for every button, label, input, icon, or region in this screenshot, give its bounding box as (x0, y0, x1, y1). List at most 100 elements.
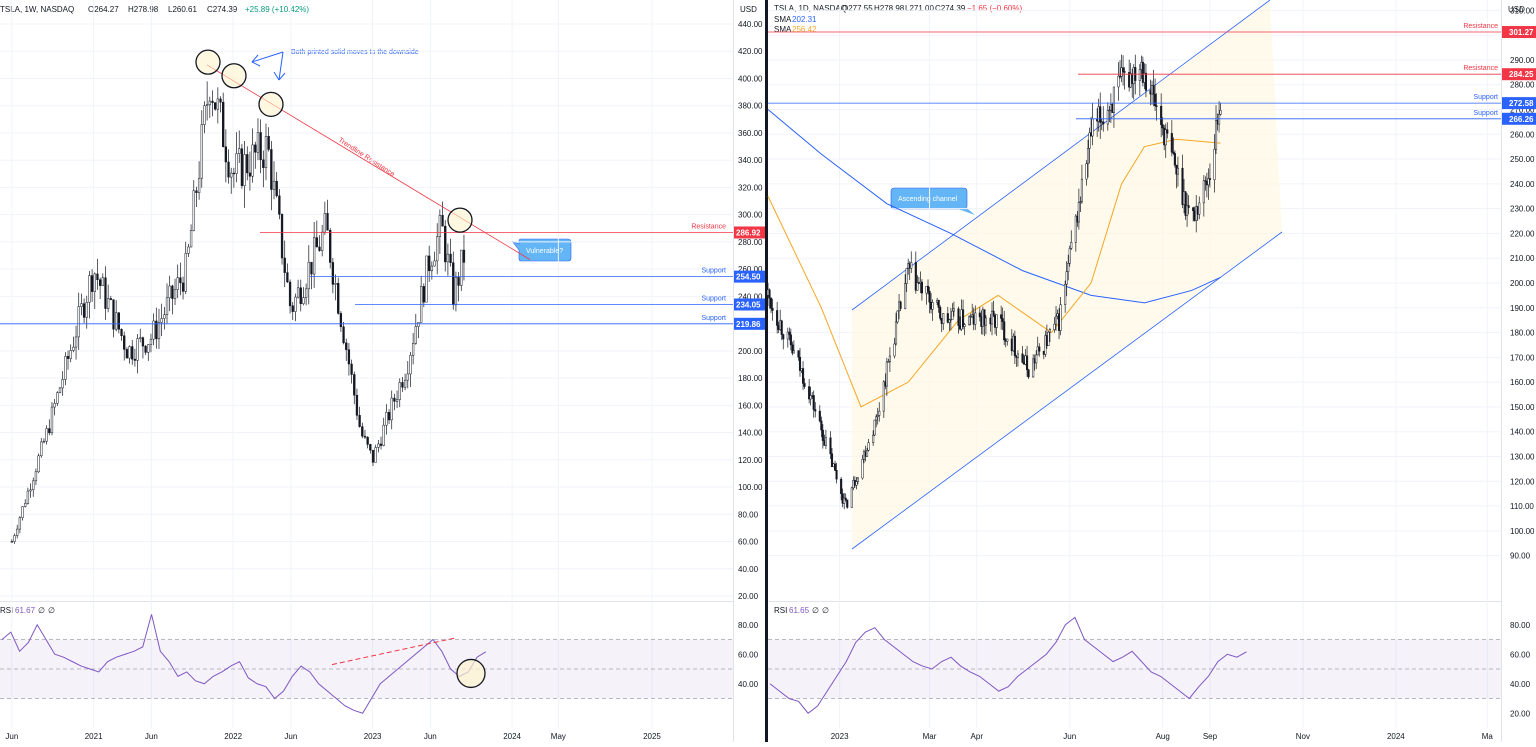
daily-candle (878, 410, 881, 416)
daily-candle (963, 324, 966, 327)
right-level-value: 272.58 (1509, 99, 1534, 108)
right-open: O277.55 (842, 4, 873, 13)
vulnerable-callout[interactable]: Vulnerable? (511, 238, 572, 262)
daily-candle (855, 481, 858, 486)
right-price-tick: 180.00 (1510, 329, 1535, 338)
weekly-candle (101, 277, 104, 286)
daily-candle (797, 350, 800, 358)
right-level-label: Support (1473, 110, 1498, 117)
weekly-candle (34, 471, 38, 482)
daily-candle (885, 361, 888, 387)
right-rsi-value: 61.65 (789, 606, 810, 615)
weekly-candle (457, 277, 460, 286)
daily-candle (1054, 315, 1058, 325)
daily-candle (809, 395, 812, 400)
weekly-candle (291, 305, 294, 312)
daily-candle (769, 297, 773, 309)
weekly-candle (422, 286, 425, 303)
weekly-candle (74, 336, 78, 348)
weekly-candle (90, 275, 94, 292)
daily-candle (1026, 355, 1029, 371)
right-price-tick: 310.00 (1510, 6, 1535, 15)
weekly-candle (390, 397, 393, 421)
left-price-tick: 380.00 (738, 102, 763, 111)
weekly-candle (58, 387, 62, 393)
daily-candle (1138, 69, 1141, 81)
weekly-candle (251, 144, 254, 177)
right-price-tick: 260.00 (1510, 130, 1535, 139)
daily-candle (1166, 129, 1169, 134)
weekly-candle (144, 345, 147, 353)
weekly-candle (163, 314, 166, 319)
left-level-badge (734, 270, 765, 283)
daily-candle (835, 470, 838, 480)
weekly-candle (379, 443, 383, 446)
daily-candle (818, 410, 821, 422)
daily-candle (1077, 202, 1080, 223)
right-currency: USD (1508, 5, 1525, 14)
right-plot: Resistance Resistance Support Support (766, 0, 1501, 550)
sma1-label: SMA (774, 15, 792, 24)
daily-candle (1074, 215, 1077, 243)
left-currency: USD (740, 5, 757, 14)
weekly-candle (37, 455, 40, 473)
daily-candle (1164, 129, 1167, 146)
right-low: L271.00 (905, 4, 934, 13)
weekly-candle (243, 154, 246, 186)
daily-candle (812, 395, 815, 410)
weekly-candle (345, 342, 348, 350)
right-symbol[interactable]: TSLA, 1D, NASDAQ (774, 4, 847, 13)
weekly-candle (430, 265, 434, 272)
daily-candle (1213, 148, 1216, 180)
daily-candle (834, 463, 837, 471)
weekly-candle (155, 320, 158, 340)
weekly-candle (123, 335, 126, 350)
daily-candle (887, 361, 890, 363)
weekly-candle (331, 262, 335, 285)
weekly-candle (240, 148, 244, 186)
weekly-candle (197, 177, 201, 193)
weekly-candle (98, 279, 102, 286)
daily-candle (1085, 163, 1088, 180)
weekly-candle (449, 253, 452, 263)
weekly-candle (304, 288, 308, 298)
weekly-candle (120, 328, 123, 337)
weekly-candle (385, 412, 388, 426)
right-time-tick: 2023 (831, 732, 849, 741)
right-level-label: Support (1473, 94, 1498, 101)
weekly-candle (211, 100, 214, 103)
weekly-candle (66, 356, 70, 359)
weekly-candle (374, 447, 377, 463)
weekly-candle (50, 406, 54, 434)
daily-candle (824, 437, 827, 446)
weekly-candle (446, 253, 450, 263)
weekly-candle (10, 541, 13, 543)
daily-candle (788, 331, 791, 336)
left-price-tick: 80.00 (738, 510, 759, 519)
daily-candle (1035, 354, 1038, 364)
weekly-candle (184, 253, 187, 292)
weekly-candle (200, 124, 203, 179)
daily-candle (1013, 335, 1016, 357)
daily-candle (1202, 180, 1205, 204)
left-change: +25.89 (+10.42%) (245, 5, 309, 14)
weekly-candle (48, 428, 51, 434)
right-price-tick: 240.00 (1510, 180, 1535, 189)
daily-candle (1117, 75, 1120, 88)
daily-candle (1161, 124, 1164, 129)
left-symbol[interactable]: TSLA, 1W, NASDAQ (0, 5, 74, 14)
sma-line-1 (767, 109, 1221, 304)
weekly-candle (280, 214, 284, 259)
left-low: L260.61 (168, 5, 197, 14)
channel-top-line (851, 0, 1271, 311)
sma2-label: SMA (774, 25, 792, 34)
weekly-candle (296, 287, 300, 298)
left-level-badge (734, 226, 765, 239)
weekly-candle (189, 230, 193, 248)
weekly-candle (42, 440, 46, 443)
daily-candle (928, 290, 931, 303)
weekly-candle (181, 282, 185, 292)
daily-candle (942, 313, 945, 324)
